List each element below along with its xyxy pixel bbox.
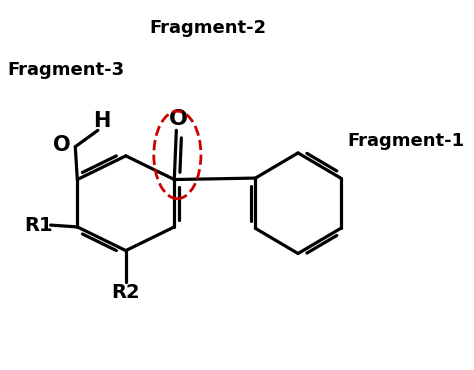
Text: R2: R2: [111, 283, 140, 302]
Text: Fragment-2: Fragment-2: [149, 19, 266, 37]
Text: O: O: [169, 110, 188, 130]
Text: Fragment-1: Fragment-1: [347, 132, 465, 150]
Text: R1: R1: [24, 216, 53, 235]
Text: Fragment-3: Fragment-3: [7, 61, 124, 79]
Text: H: H: [93, 111, 110, 131]
Text: O: O: [54, 135, 71, 155]
